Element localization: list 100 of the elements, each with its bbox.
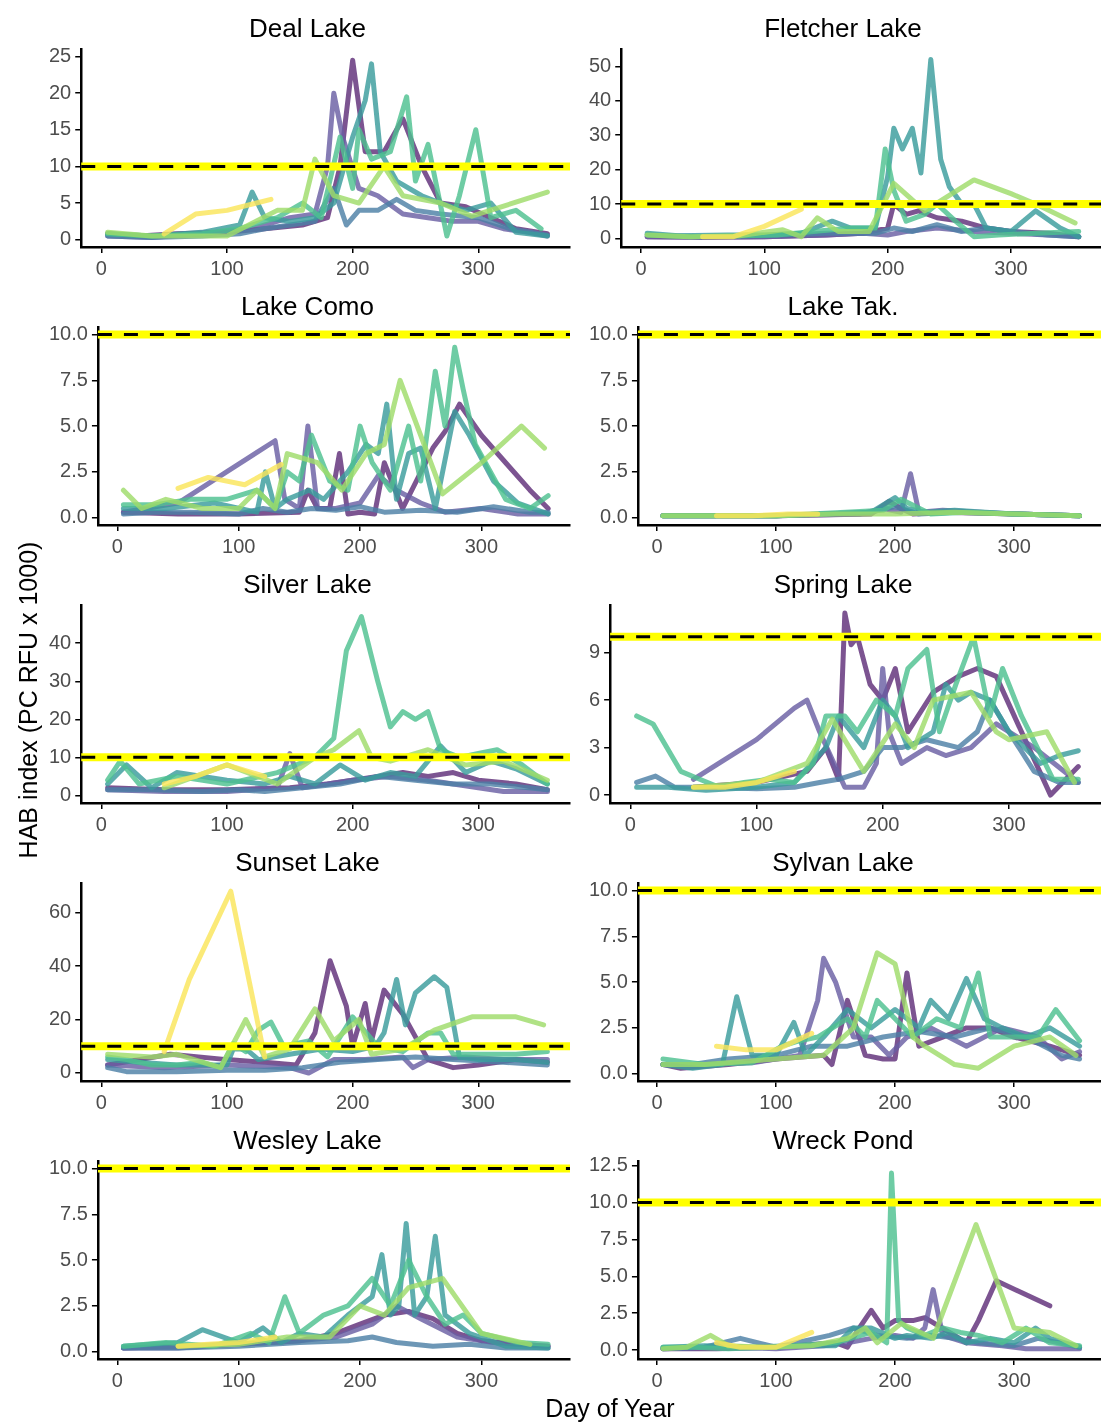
x-axis-title: Day of Year [545, 1393, 675, 1423]
x-tick-label: 0 [651, 1090, 663, 1113]
y-tick-label: 40 [589, 88, 612, 111]
chart-title: Lake Tak. [787, 290, 899, 321]
x-tick-label: 0 [95, 1090, 107, 1113]
x-tick-label: 200 [343, 1368, 377, 1391]
x-tick-label: 0 [95, 256, 107, 279]
y-tick-label: 6 [589, 687, 601, 710]
x-tick-label: 200 [343, 534, 377, 557]
x-tick-label: 300 [997, 534, 1031, 557]
y-tick-label: 7.5 [600, 923, 628, 946]
x-tick-label: 100 [759, 534, 793, 557]
y-tick-label: 12.5 [588, 1153, 628, 1176]
y-tick-label: 2.5 [600, 1300, 628, 1323]
y-tick-label: 5.0 [600, 969, 628, 992]
y-tick-label: 0.0 [60, 505, 88, 528]
x-tick-label: 300 [997, 1368, 1031, 1391]
chart-title: Fletcher Lake [764, 12, 922, 43]
y-tick-label: 10 [49, 744, 72, 767]
y-tick-label: 0.0 [600, 1337, 628, 1360]
x-tick-label: 100 [759, 1368, 793, 1391]
y-tick-label: 40 [49, 630, 72, 653]
x-tick-label: 0 [111, 534, 123, 557]
y-tick-label: 7.5 [60, 367, 88, 390]
y-tick-label: 2.5 [60, 459, 88, 482]
y-tick-label: 15 [49, 117, 72, 140]
y-tick-label: 7.5 [60, 1201, 88, 1224]
x-tick-label: 200 [878, 1090, 912, 1113]
y-tick-label: 0.0 [600, 1061, 628, 1084]
chart-title: Wesley Lake [233, 1124, 382, 1155]
x-tick-label: 100 [747, 256, 781, 279]
y-tick-label: 50 [589, 53, 612, 76]
chart-title: Silver Lake [243, 568, 372, 599]
y-tick-label: 20 [49, 80, 72, 103]
x-tick-label: 100 [222, 1368, 256, 1391]
x-tick-label: 100 [210, 1090, 244, 1113]
x-tick-label: 0 [651, 534, 663, 557]
y-tick-label: 0 [60, 227, 72, 250]
x-tick-label: 300 [992, 812, 1026, 835]
y-tick-label: 60 [49, 900, 72, 923]
x-tick-label: 200 [335, 256, 370, 279]
y-tick-label: 10 [49, 153, 72, 176]
y-tick-label: 25 [49, 44, 72, 67]
y-tick-label: 9 [589, 640, 601, 663]
x-tick-label: 100 [210, 256, 244, 279]
y-tick-label: 7.5 [600, 367, 628, 390]
y-tick-label: 10.0 [588, 1190, 628, 1213]
y-tick-label: 3 [589, 735, 601, 758]
x-tick-label: 100 [739, 812, 774, 835]
x-tick-label: 200 [866, 812, 900, 835]
y-tick-label: 0.0 [60, 1339, 88, 1362]
y-tick-label: 10 [589, 191, 612, 214]
chart-title: Wreck Pond [772, 1124, 914, 1155]
chart-title: Sylvan Lake [772, 846, 914, 877]
x-tick-label: 0 [111, 1368, 123, 1391]
chart-title: Sunset Lake [235, 846, 380, 877]
y-tick-label: 5.0 [600, 1263, 628, 1286]
y-tick-label: 0 [589, 782, 601, 805]
x-tick-label: 300 [461, 256, 495, 279]
x-tick-label: 0 [95, 812, 107, 835]
x-tick-label: 100 [222, 534, 256, 557]
x-tick-label: 300 [461, 1090, 495, 1113]
y-tick-label: 0 [60, 1060, 72, 1083]
y-tick-label: 2.5 [600, 1015, 628, 1038]
y-tick-label: 10.0 [48, 1156, 88, 1179]
chart-title: Spring Lake [773, 568, 913, 599]
y-tick-label: 10.0 [588, 322, 628, 345]
x-tick-label: 300 [464, 1368, 499, 1391]
x-tick-label: 200 [878, 534, 912, 557]
y-tick-label: 40 [49, 953, 72, 976]
y-tick-label: 20 [49, 1007, 72, 1030]
y-axis-title: HAB index (PC RFU x 1000) [13, 541, 43, 859]
y-tick-label: 5 [60, 190, 72, 213]
y-tick-label: 20 [589, 157, 612, 180]
y-tick-label: 30 [589, 122, 612, 145]
y-tick-label: 2.5 [600, 459, 628, 482]
x-tick-label: 300 [461, 812, 495, 835]
y-tick-label: 0 [60, 782, 72, 805]
y-tick-label: 0.0 [600, 505, 628, 528]
x-tick-label: 100 [210, 812, 244, 835]
y-tick-label: 10.0 [588, 878, 628, 901]
y-tick-label: 10.0 [48, 322, 88, 345]
x-tick-label: 100 [759, 1090, 793, 1113]
y-tick-label: 2.5 [60, 1293, 88, 1316]
x-tick-label: 200 [870, 256, 905, 279]
y-tick-label: 5.0 [60, 1247, 88, 1270]
x-tick-label: 0 [635, 256, 647, 279]
x-tick-label: 200 [335, 812, 370, 835]
y-tick-label: 20 [49, 706, 72, 729]
x-tick-label: 0 [651, 1368, 663, 1391]
x-tick-label: 200 [878, 1368, 912, 1391]
chart-title: Deal Lake [248, 12, 367, 43]
y-tick-label: 5.0 [60, 413, 88, 436]
chart-title: Lake Como [241, 290, 374, 321]
x-tick-label: 300 [997, 1090, 1031, 1113]
y-tick-label: 0 [600, 225, 612, 248]
y-tick-label: 7.5 [600, 1226, 628, 1249]
x-tick-label: 300 [994, 256, 1028, 279]
x-tick-label: 300 [464, 534, 499, 557]
x-tick-label: 200 [335, 1090, 370, 1113]
